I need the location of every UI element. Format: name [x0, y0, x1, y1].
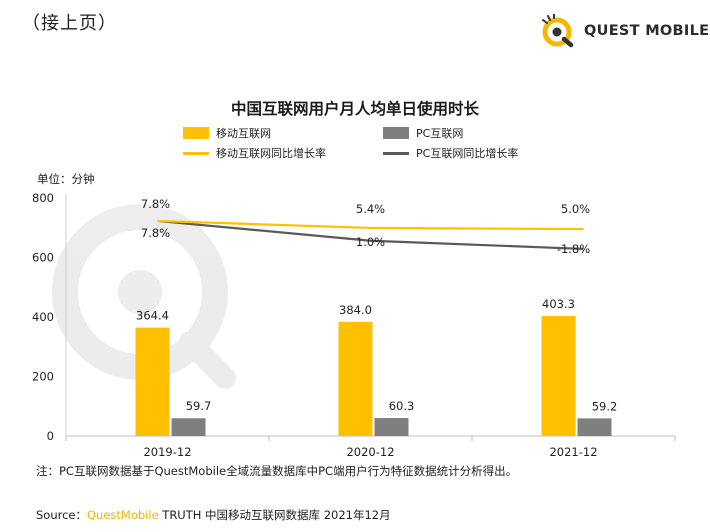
legend-label-mobile-growth: 移动互联网同比增长率 — [216, 147, 326, 160]
brand-name: QUEST MOBILE — [584, 23, 710, 39]
y-tick-label: 800 — [32, 191, 54, 205]
bar-label-pc: 60.3 — [389, 399, 415, 413]
line-label-mobile-growth: 5.4% — [356, 202, 385, 216]
chart-title: 中国互联网用户月人均单日使用时长 — [230, 100, 479, 118]
bar-pc — [171, 418, 206, 436]
legend-line-pc-growth — [383, 151, 409, 155]
line-mobile-growth — [157, 219, 584, 231]
bar-pc — [577, 418, 612, 436]
line-pc-growth — [157, 219, 584, 251]
bar-label-mobile: 384.0 — [339, 303, 372, 317]
line-label-mobile-growth: 7.8% — [141, 197, 170, 211]
source-line: Source：QuestMobile TRUTH 中国移动互联网数据库 2021… — [36, 507, 391, 523]
y-tick-label: 600 — [32, 251, 54, 265]
legend-item-mobile-growth: 移动互联网同比增长率 — [183, 145, 326, 161]
legend-label-pc: PC互联网 — [416, 127, 464, 140]
unit-label: 单位：分钟 — [37, 172, 95, 186]
legend-item-mobile: 移动互联网 — [183, 125, 271, 141]
footnote: 注：PC互联网数据基于QuestMobile全域流量数据库中PC端用户行为特征数… — [36, 464, 518, 478]
x-tick-label: 2021-12 — [549, 445, 597, 459]
x-tick-label: 2019-12 — [143, 445, 191, 459]
bar-mobile — [135, 327, 170, 436]
bar-pc — [374, 418, 409, 436]
y-tick-label: 0 — [47, 429, 54, 443]
bar-label-pc: 59.2 — [592, 399, 618, 413]
legend-label-mobile: 移动互联网 — [216, 127, 271, 140]
bar-mobile — [338, 321, 373, 436]
questmobile-logo-icon — [542, 14, 574, 48]
continued-label: （接上页） — [22, 13, 117, 34]
source-brand: QuestMobile — [87, 508, 159, 522]
bar-label-pc: 59.7 — [186, 399, 212, 413]
line-label-mobile-growth: 5.0% — [561, 202, 590, 216]
legend-item-pc-growth: PC互联网同比增长率 — [383, 145, 518, 161]
legend-item-pc: PC互联网 — [383, 125, 463, 141]
bar-label-mobile: 403.3 — [542, 297, 575, 311]
source-text: TRUTH 中国移动互联网数据库 2021年12月 — [158, 508, 391, 522]
legend-label-pc-growth: PC互联网同比增长率 — [416, 147, 519, 160]
legend-swatch-mobile — [183, 127, 209, 139]
y-tick-label: 200 — [32, 370, 54, 384]
bar-mobile — [541, 316, 576, 436]
chart-legend: 移动互联网 PC互联网 移动互联网同比增长率 PC互联网同比增长率 — [183, 125, 563, 165]
line-label-pc-growth: -1.8% — [557, 242, 590, 256]
y-tick-label: 400 — [32, 310, 54, 324]
brand-logo: QUEST MOBILE — [540, 14, 709, 48]
line-label-pc-growth: 1.0% — [356, 235, 385, 249]
bar-label-mobile: 364.4 — [136, 309, 169, 323]
x-tick-label: 2020-12 — [346, 445, 394, 459]
legend-swatch-pc — [383, 127, 409, 139]
legend-line-mobile-growth — [183, 151, 209, 155]
source-prefix: Source： — [36, 508, 87, 522]
line-label-pc-growth: 7.8% — [141, 226, 170, 240]
